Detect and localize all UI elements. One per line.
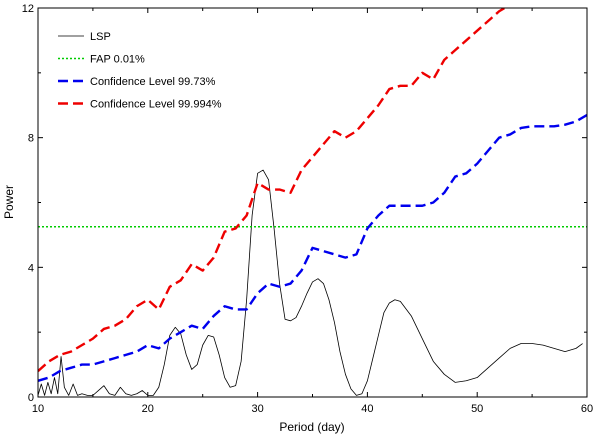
y-tick-label: 0 <box>28 392 34 404</box>
y-axis-title: Power <box>2 185 16 219</box>
y-tick-label: 12 <box>22 3 34 15</box>
legend-label-3: Confidence Level 99.994% <box>90 99 222 111</box>
legend-label-1: FAP 0.01% <box>90 54 145 66</box>
x-tick-label: 30 <box>251 403 263 415</box>
x-tick-label: 50 <box>471 403 483 415</box>
x-tick-label: 60 <box>581 403 593 415</box>
y-tick-label: 4 <box>28 262 34 274</box>
x-tick-label: 40 <box>361 403 373 415</box>
series-line-3 <box>38 8 508 372</box>
plot-frame <box>37 7 588 398</box>
legend: LSP FAP 0.01% Confidence Level 99.73% Confi… <box>58 31 222 111</box>
x-axis-title: Period (day) <box>279 420 344 434</box>
y-tick-label: 8 <box>28 133 34 145</box>
series-layer <box>38 8 587 396</box>
x-tick-label: 20 <box>142 403 154 415</box>
legend-label-2: Confidence Level 99.73% <box>90 76 216 88</box>
series-line-0 <box>38 169 583 396</box>
ticks-layer: 10 20 30 40 50 60 0 4 8 12 <box>22 3 593 415</box>
legend-label-0: LSP <box>90 31 111 43</box>
x-tick-label: 10 <box>32 403 44 415</box>
series-line-2 <box>38 113 587 382</box>
